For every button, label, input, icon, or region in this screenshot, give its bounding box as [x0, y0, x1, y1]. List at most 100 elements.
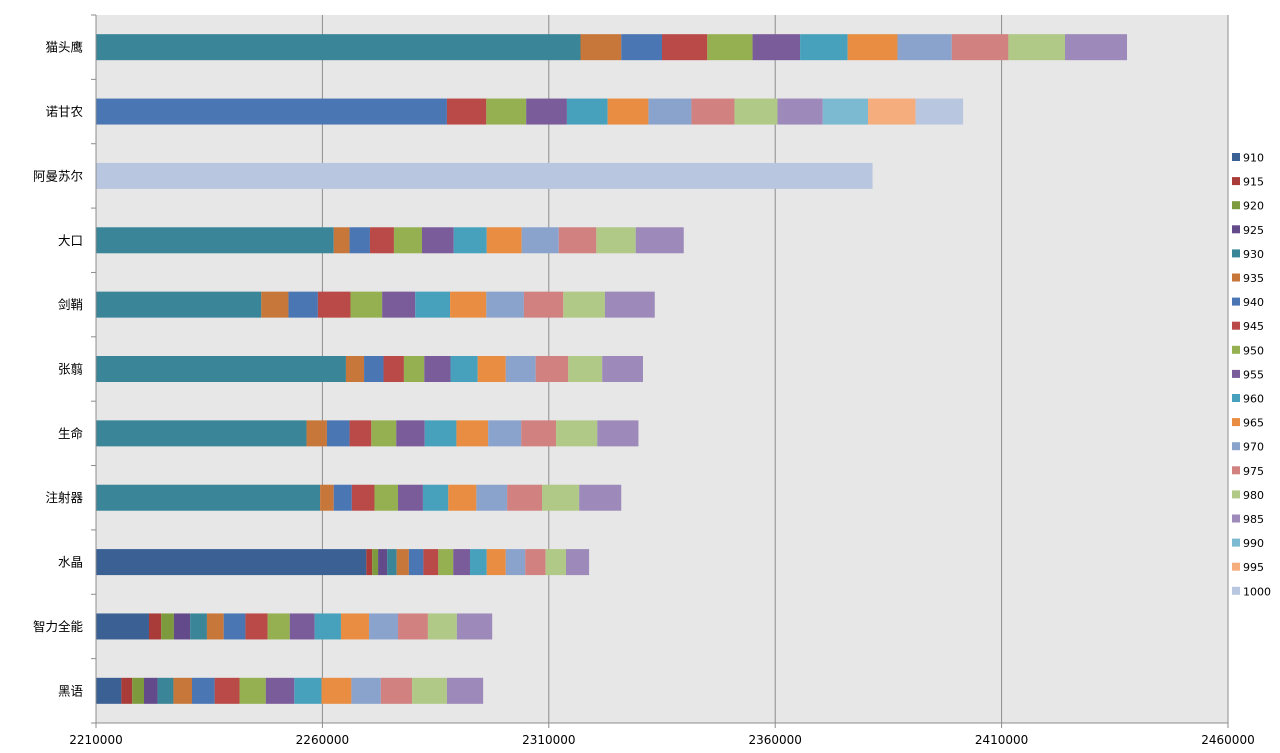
bar-segment-970: [476, 484, 508, 511]
bar-segment-925: [143, 677, 158, 704]
bar-segment-915: [121, 677, 133, 704]
bars: [96, 34, 1128, 704]
legend-label: 920: [1243, 200, 1264, 213]
bar-segment-935: [580, 34, 622, 61]
x-tick-label: 2310000: [522, 733, 575, 747]
bar-segment-985: [602, 356, 643, 382]
bar-segment-980: [563, 291, 605, 318]
bar-segment-960: [566, 98, 608, 125]
bar-segment-970: [351, 677, 381, 704]
x-tick-label: 2460000: [1201, 733, 1254, 747]
bar-segment-955: [398, 484, 423, 511]
bar-segment-930: [96, 420, 307, 447]
bar-segment-955: [382, 291, 416, 318]
legend-swatch-980: [1232, 490, 1240, 499]
legend-label: 915: [1243, 176, 1264, 189]
bar-segment-960: [470, 549, 487, 576]
legend-swatch-985: [1232, 514, 1240, 523]
bar-segment-960: [450, 356, 478, 382]
bar-segment-985: [635, 227, 684, 254]
bar-segment-910: [96, 613, 149, 640]
axes: [91, 14, 1228, 724]
bar-segment-965: [847, 34, 898, 61]
bar-segment-945: [369, 227, 394, 254]
y-category-label: 水晶: [58, 555, 83, 570]
bar-segment-945: [351, 484, 375, 511]
bar-segment-980: [568, 356, 603, 382]
legend-swatch-945: [1232, 321, 1240, 330]
legend: 910 915 920 925 930 935 940 945 950 955 960 965 970 9…: [1232, 152, 1271, 598]
bar-segment-965: [321, 677, 352, 704]
bar-segment-940: [349, 227, 370, 254]
bar-segment-930: [157, 677, 174, 704]
bar-segment-975: [558, 227, 597, 254]
bar-segment-965: [477, 356, 506, 382]
bar-segment-945: [446, 98, 487, 125]
bar-segment-975: [691, 98, 735, 125]
legend-label: 995: [1243, 561, 1264, 574]
legend-swatch-950: [1232, 345, 1240, 354]
bar-segment-950: [371, 420, 397, 447]
bar-segment-955: [422, 227, 454, 254]
bar-segment-945: [245, 613, 268, 640]
bar-segment-960: [424, 420, 457, 447]
bar-segment-970: [521, 227, 559, 254]
bar-segment-970: [505, 549, 526, 576]
legend-swatch-995: [1232, 562, 1240, 571]
bar-segment-970: [505, 356, 536, 382]
bar-segment-975: [525, 549, 546, 576]
bar-segment-955: [453, 549, 471, 576]
legend-swatch-915: [1232, 177, 1240, 186]
bar-segment-950: [350, 291, 383, 318]
bar-segment-930: [387, 549, 397, 576]
bar-segment-955: [526, 98, 567, 125]
y-category-label: 黑语: [58, 683, 83, 698]
bar-segment-980: [556, 420, 598, 447]
bar-segment-950: [707, 34, 753, 61]
bar-segment-940: [191, 677, 215, 704]
y-category-label: 生命: [58, 426, 84, 441]
bar-segment-980: [427, 613, 457, 640]
y-category-label: 注射器: [45, 490, 83, 505]
bar-segment-940: [288, 291, 318, 318]
legend-label: 980: [1243, 489, 1264, 502]
legend-label: 960: [1243, 393, 1264, 406]
bar-segment-915: [366, 549, 373, 576]
bar-segment-935: [206, 613, 224, 640]
legend-label: 935: [1243, 272, 1264, 285]
legend-swatch-960: [1232, 394, 1240, 402]
bar-segment-980: [542, 484, 580, 511]
bar-segment-955: [396, 420, 425, 447]
bar-segment-960: [800, 34, 848, 61]
legend-swatch-940: [1232, 297, 1240, 306]
bar-segment-950: [374, 484, 399, 511]
legend-swatch-920: [1232, 201, 1240, 210]
x-tick-label: 2410000: [975, 733, 1028, 747]
bar-segment-960: [314, 613, 341, 640]
bar-segment-940: [621, 34, 662, 61]
bar-segment-975: [951, 34, 1009, 61]
bar-segment-990: [822, 98, 869, 125]
bar-segment-930: [96, 484, 321, 511]
legend-label: 965: [1243, 417, 1264, 430]
bar-segment-985: [446, 677, 484, 704]
legend-swatch-970: [1232, 442, 1240, 451]
bar-segment-950: [239, 677, 266, 704]
bar-segment-970: [369, 613, 399, 640]
bar-segment-975: [380, 677, 413, 704]
bar-segment-985: [604, 291, 655, 318]
bar-segment-980: [734, 98, 778, 125]
bar-segment-930: [96, 356, 346, 382]
legend-swatch-975: [1232, 466, 1240, 475]
legend-label: 955: [1243, 368, 1264, 381]
bar-segment-985: [579, 484, 622, 511]
bar-segment-960: [422, 484, 449, 511]
y-category-label: 张翦: [58, 362, 83, 377]
bar-segment-930: [190, 613, 207, 640]
x-tick-label: 2210000: [69, 733, 122, 747]
bar-segment-950: [403, 356, 425, 382]
bar-segment-930: [96, 34, 581, 61]
x-tick-label: 2360000: [748, 733, 801, 747]
y-category-label: 诺甘农: [45, 104, 83, 119]
bar-segment-925: [378, 549, 388, 576]
